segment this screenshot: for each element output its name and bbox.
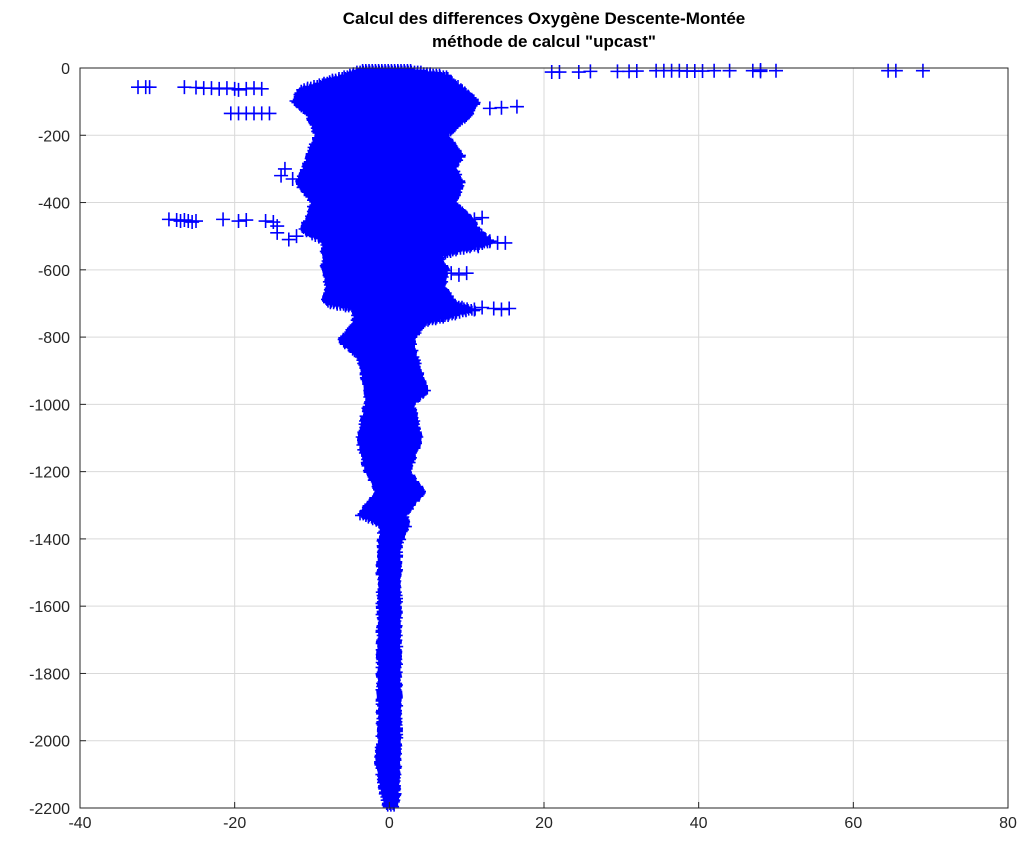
data-markers	[131, 63, 930, 812]
outlier-marker	[277, 161, 292, 176]
y-tick-label: -1400	[29, 532, 70, 549]
outlier-marker	[498, 235, 513, 250]
y-tick-label: -2200	[29, 801, 70, 818]
outlier-marker	[258, 214, 273, 229]
y-tick-label: -1800	[29, 666, 70, 683]
y-tick-label: -1000	[29, 397, 70, 414]
outlier-marker	[471, 239, 486, 254]
outlier-marker	[583, 64, 598, 79]
outlier-marker	[270, 225, 285, 240]
outlier-marker	[467, 212, 482, 227]
y-tick-label: -1600	[29, 599, 70, 616]
tick-labels: -40 -20 0 20 40 60 800-200-400-600-800-1000-12…	[29, 61, 1017, 832]
outlier-marker	[494, 302, 509, 317]
y-tick-label: -1200	[29, 465, 70, 482]
data-cloud	[289, 64, 496, 812]
outlier-marker	[722, 63, 737, 78]
outlier-marker	[185, 215, 200, 230]
outlier-marker	[475, 210, 490, 225]
x-tick-label: -20	[223, 815, 246, 832]
outlier-marker	[266, 215, 281, 230]
outlier-marker	[142, 80, 157, 95]
outlier-marker	[289, 229, 304, 244]
outlier-marker	[467, 302, 482, 317]
outlier-marker	[281, 232, 296, 247]
outlier-marker	[915, 63, 930, 78]
outlier-marker	[629, 64, 644, 79]
x-tick-label: 20	[535, 815, 553, 832]
outlier-marker	[177, 213, 192, 228]
y-tick-label: -600	[38, 263, 70, 280]
outlier-marker	[262, 106, 277, 121]
y-tick-label: 0	[61, 61, 70, 78]
outlier-marker	[707, 63, 722, 78]
chart-subtitle: méthode de calcul "upcast"	[432, 32, 656, 51]
outlier-marker	[239, 213, 254, 228]
outlier-marker	[475, 300, 490, 315]
y-tick-label: -800	[38, 330, 70, 347]
outlier-marker	[509, 99, 524, 114]
x-tick-label: 60	[844, 815, 862, 832]
x-tick-label: 80	[999, 815, 1017, 832]
outlier-marker	[502, 301, 517, 316]
outlier-marker	[231, 82, 246, 97]
outlier-marker	[494, 100, 509, 115]
outlier-marker	[552, 65, 567, 80]
outlier-marker	[451, 267, 466, 282]
outlier-marker	[274, 168, 289, 183]
outlier-marker	[231, 214, 246, 229]
outlier-marker	[482, 234, 497, 249]
outlier-marker	[769, 63, 783, 78]
outlier-marker	[285, 172, 300, 186]
outlier-marker	[216, 212, 231, 227]
chart-title: Calcul des differences Oxygène Descente-…	[343, 9, 745, 28]
y-tick-label: -400	[38, 196, 70, 213]
grid-lines	[79, 67, 1009, 809]
x-tick-label: 0	[385, 815, 394, 832]
outlier-marker	[459, 266, 474, 281]
outlier-marker	[189, 214, 203, 229]
outlier-marker	[444, 266, 459, 281]
x-tick-label: 40	[690, 815, 708, 832]
outlier-marker	[254, 81, 269, 96]
y-tick-label: -2000	[29, 734, 70, 751]
outlier-marker	[753, 64, 768, 79]
outlier-marker	[888, 63, 903, 78]
outlier-marker	[486, 301, 501, 316]
x-tick-label: -40	[68, 815, 91, 832]
y-tick-label: -200	[38, 128, 70, 145]
